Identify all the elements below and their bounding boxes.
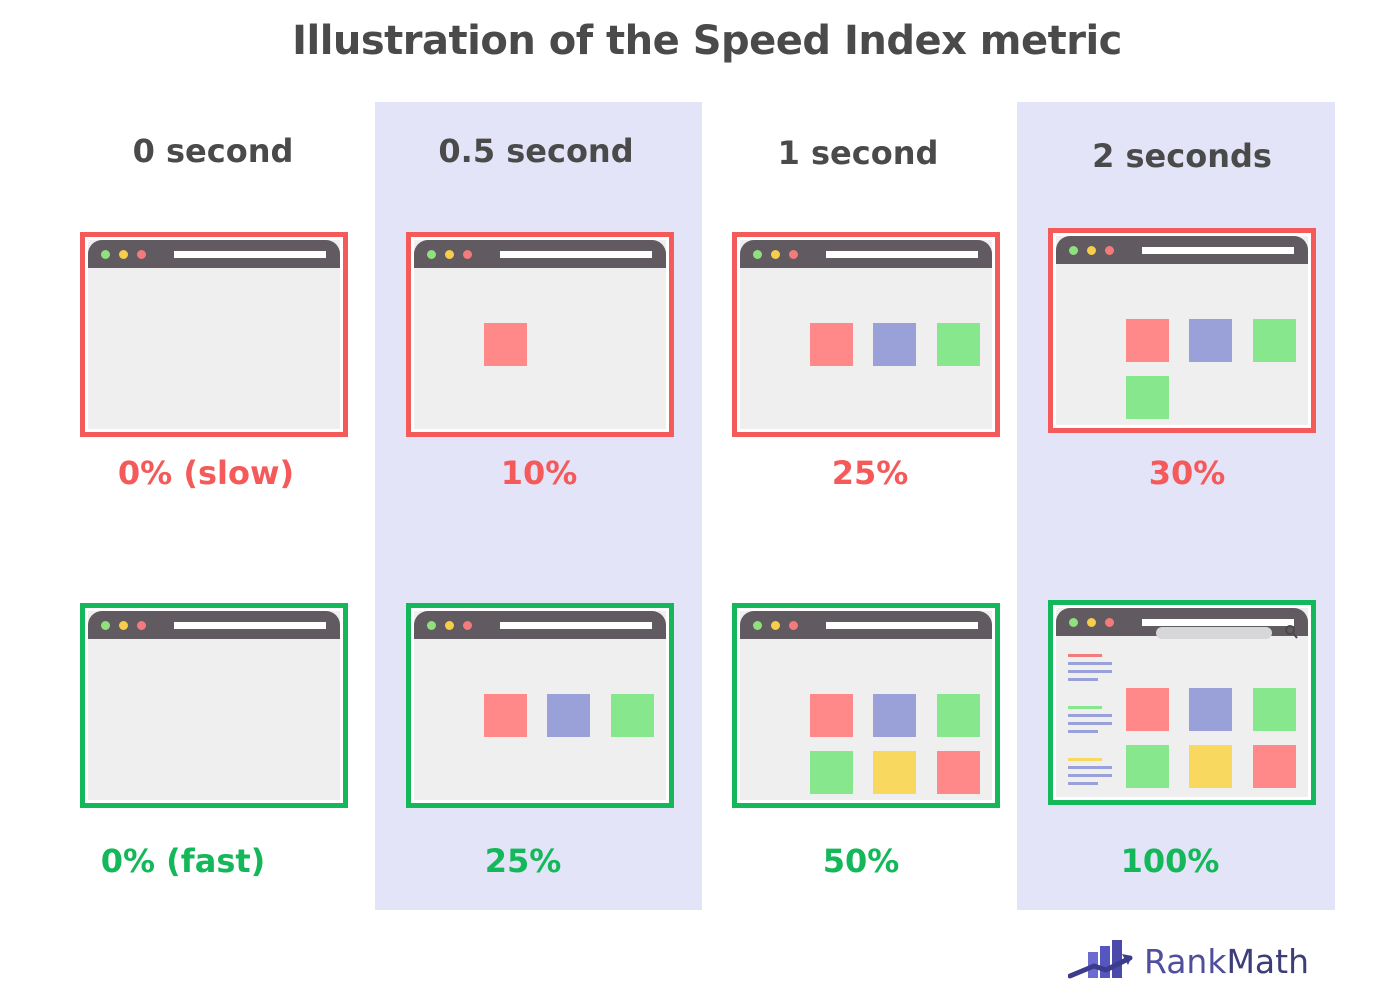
fast-percent-0s: 0% (fast) (100, 842, 266, 880)
rankmath-wordmark: RankMath (1144, 942, 1310, 981)
sidebar-heading-line (1068, 706, 1102, 709)
content-block (873, 751, 916, 794)
content-block (1126, 745, 1169, 788)
browser-window-slow-2s (1048, 228, 1316, 433)
sidebar-line (1068, 730, 1098, 733)
content-block (1126, 376, 1169, 419)
sidebar-heading-line (1068, 758, 1102, 761)
sidebar-line (1068, 774, 1112, 777)
content-block (937, 694, 980, 737)
content-block (810, 694, 853, 737)
content-block (873, 694, 916, 737)
content-block (1253, 688, 1296, 731)
sidebar-heading-line (1068, 654, 1102, 657)
search-bar (1156, 627, 1272, 639)
slow-percent-1s: 25% (831, 454, 909, 492)
content-block (1189, 745, 1232, 788)
rankmath-logo-icon (1068, 940, 1133, 979)
search-icon (1285, 625, 1298, 639)
browser-window-slow-1s (732, 232, 1000, 437)
sidebar-line (1068, 766, 1112, 769)
slow-percent-0s: 0% (slow) (117, 454, 295, 492)
fast-percent-1s: 50% (822, 842, 900, 880)
sidebar-line (1068, 670, 1112, 673)
column-label-2-seconds: 2 seconds (1092, 137, 1272, 175)
content-block (484, 694, 527, 737)
slow-percent-0-5s: 10% (500, 454, 578, 492)
browser-window-fast-2s (1048, 600, 1316, 805)
fast-percent-0-5s: 25% (484, 842, 562, 880)
content-block (810, 751, 853, 794)
sidebar-line (1068, 678, 1098, 681)
browser-window-slow-0s (80, 232, 348, 437)
page-title: Illustration of the Speed Index metric (292, 18, 1122, 64)
content-block (484, 323, 527, 366)
sidebar-line (1068, 714, 1112, 717)
content-block (937, 751, 980, 794)
column-label-0-second: 0 second (132, 132, 294, 170)
browser-window-slow-0-5s (406, 232, 674, 437)
browser-window-fast-1s (732, 603, 1000, 808)
sidebar-line (1068, 662, 1112, 665)
sidebar-line (1068, 722, 1112, 725)
browser-window-fast-0s (80, 603, 348, 808)
column-label-1-second: 1 second (777, 134, 939, 172)
content-block (1126, 688, 1169, 731)
content-block (611, 694, 654, 737)
content-block (873, 323, 916, 366)
content-block (1253, 745, 1296, 788)
column-label-0-5-second: 0.5 second (438, 132, 634, 170)
content-block (1189, 688, 1232, 731)
fast-percent-2s: 100% (1120, 842, 1220, 880)
slow-percent-2s: 30% (1148, 454, 1226, 492)
content-block (937, 323, 980, 366)
sidebar-line (1068, 782, 1098, 785)
content-block (1253, 319, 1296, 362)
browser-window-fast-0-5s (406, 603, 674, 808)
content-block (1126, 319, 1169, 362)
rankmath-logo: RankMath (1068, 938, 1338, 984)
content-block (810, 323, 853, 366)
content-block (1189, 319, 1232, 362)
content-block (547, 694, 590, 737)
